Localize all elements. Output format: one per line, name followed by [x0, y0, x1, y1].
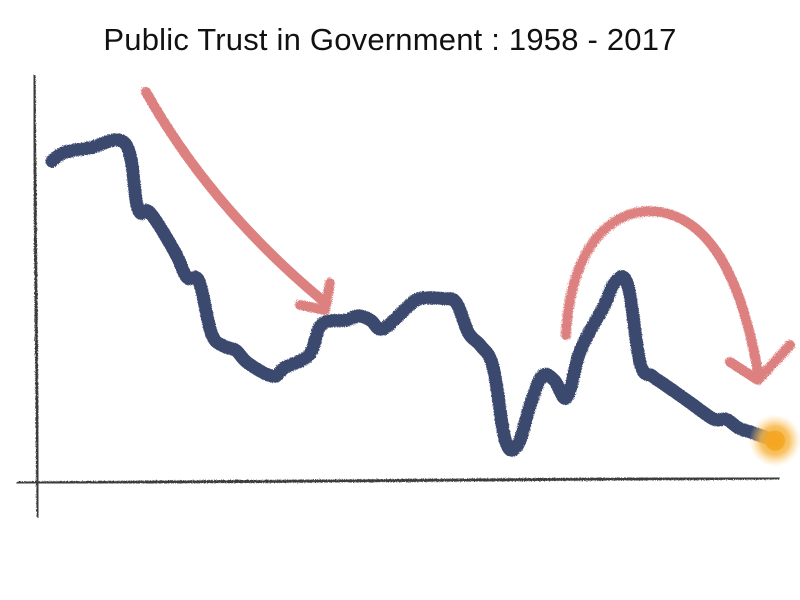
annotation-arrow-rise-fall [561, 206, 795, 385]
highlight-point [765, 430, 785, 451]
annotation-arrow-decline [141, 87, 335, 315]
chart-title: Public Trust in Government : 1958 - 2017 [103, 22, 677, 57]
series-line-trust [45, 133, 782, 457]
y-axis [32, 74, 40, 518]
x-axis [16, 476, 780, 485]
